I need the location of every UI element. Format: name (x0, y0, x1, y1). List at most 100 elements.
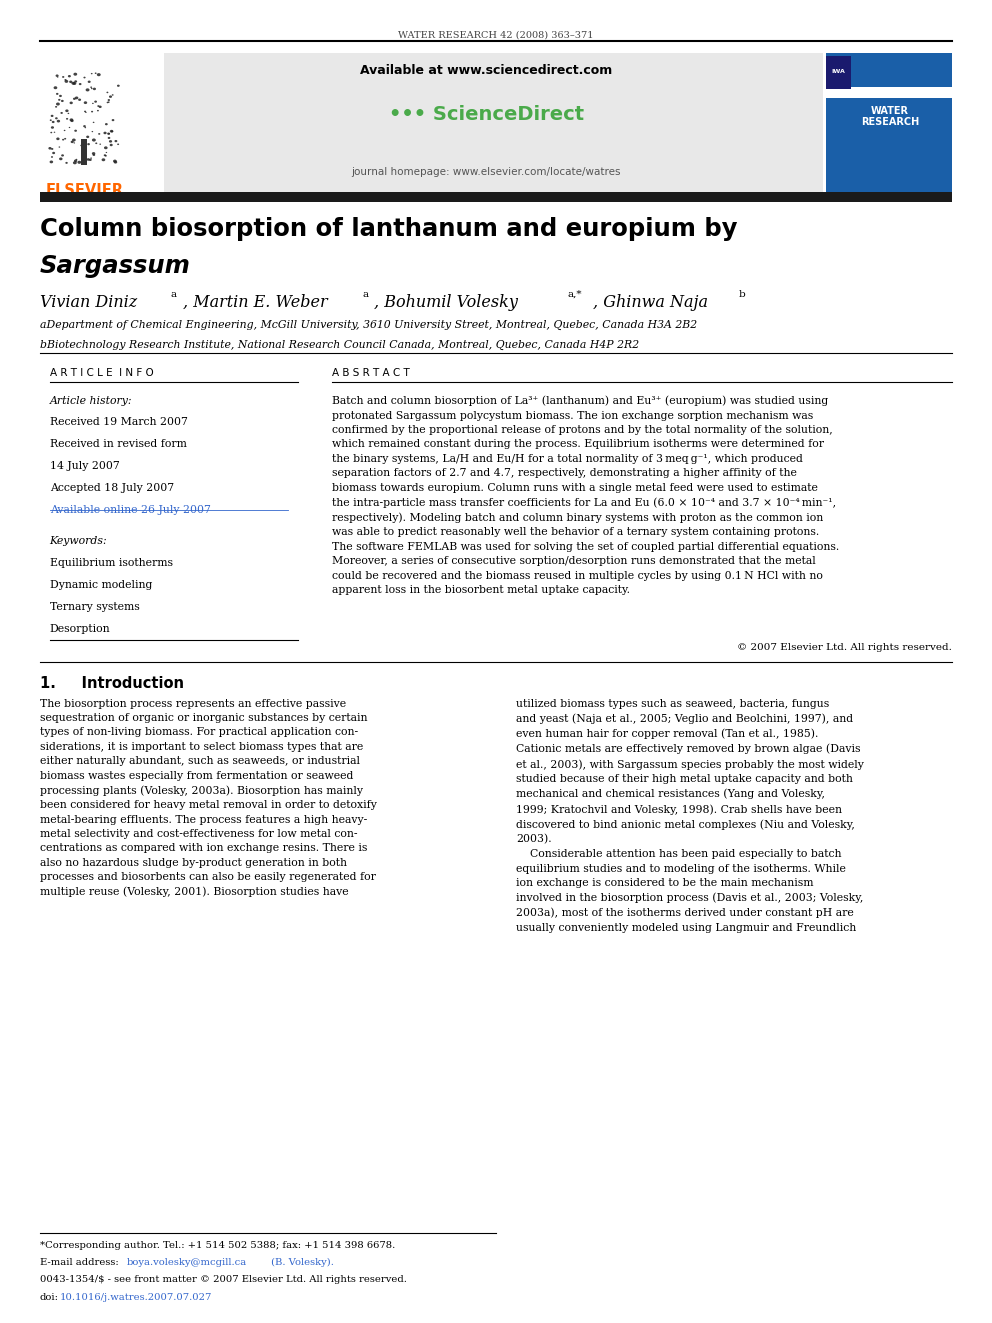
Text: WATER RESEARCH 42 (2008) 363–371: WATER RESEARCH 42 (2008) 363–371 (398, 30, 594, 40)
Ellipse shape (78, 98, 81, 101)
Text: Vivian Diniz: Vivian Diniz (40, 294, 137, 311)
Ellipse shape (109, 95, 112, 98)
Ellipse shape (110, 144, 113, 147)
Ellipse shape (87, 143, 90, 146)
Ellipse shape (70, 140, 73, 143)
Ellipse shape (77, 160, 81, 164)
Text: Article history:: Article history: (50, 396, 132, 406)
Ellipse shape (104, 155, 106, 156)
Ellipse shape (94, 101, 97, 103)
Ellipse shape (92, 153, 95, 156)
Ellipse shape (60, 95, 62, 97)
Ellipse shape (104, 155, 107, 156)
Ellipse shape (83, 102, 87, 105)
Text: Dynamic modeling: Dynamic modeling (50, 579, 152, 590)
Ellipse shape (74, 130, 77, 132)
Ellipse shape (75, 159, 77, 160)
Ellipse shape (49, 147, 52, 149)
Ellipse shape (110, 130, 113, 132)
Ellipse shape (65, 118, 68, 119)
Text: Keywords:: Keywords: (50, 536, 107, 546)
Ellipse shape (94, 73, 96, 74)
Ellipse shape (56, 93, 59, 95)
Ellipse shape (114, 140, 117, 143)
Text: Available online 26 July 2007: Available online 26 July 2007 (50, 504, 210, 515)
Ellipse shape (51, 115, 54, 116)
Ellipse shape (112, 94, 114, 95)
FancyBboxPatch shape (81, 139, 87, 165)
Ellipse shape (101, 159, 105, 161)
Ellipse shape (74, 160, 77, 163)
Ellipse shape (64, 138, 66, 139)
Ellipse shape (74, 97, 78, 99)
Text: Received in revised form: Received in revised form (50, 439, 186, 450)
Text: Ternary systems: Ternary systems (50, 602, 139, 613)
Text: , Ghinwa Naja: , Ghinwa Naja (593, 294, 708, 311)
Ellipse shape (80, 144, 82, 147)
Ellipse shape (69, 81, 72, 83)
Text: Received 19 March 2007: Received 19 March 2007 (50, 418, 187, 427)
Text: 1.     Introduction: 1. Introduction (40, 676, 184, 691)
Text: journal homepage: www.elsevier.com/locate/watres: journal homepage: www.elsevier.com/locat… (351, 167, 621, 177)
Text: Available at www.sciencedirect.com: Available at www.sciencedirect.com (360, 64, 612, 77)
Ellipse shape (89, 159, 91, 161)
Ellipse shape (113, 160, 117, 163)
Text: *Corresponding author. Tel.: +1 514 502 5388; fax: +1 514 398 6678.: *Corresponding author. Tel.: +1 514 502 … (40, 1241, 395, 1250)
Text: a: a (362, 290, 368, 299)
Ellipse shape (108, 136, 110, 139)
Ellipse shape (106, 102, 108, 103)
FancyBboxPatch shape (826, 56, 851, 89)
Ellipse shape (72, 82, 76, 85)
Text: 10.1016/j.watres.2007.07.027: 10.1016/j.watres.2007.07.027 (60, 1293, 212, 1302)
Text: doi:: doi: (40, 1293, 59, 1302)
Ellipse shape (107, 132, 110, 135)
Text: bBiotechnology Research Institute, National Research Council Canada, Montreal, Q: bBiotechnology Research Institute, Natio… (40, 340, 639, 351)
Ellipse shape (97, 105, 99, 107)
Ellipse shape (59, 99, 61, 101)
Ellipse shape (78, 83, 81, 85)
Ellipse shape (61, 99, 63, 102)
Ellipse shape (117, 85, 120, 87)
Ellipse shape (107, 99, 110, 101)
Ellipse shape (69, 102, 72, 105)
Text: © 2007 Elsevier Ltd. All rights reserved.: © 2007 Elsevier Ltd. All rights reserved… (737, 643, 952, 652)
Ellipse shape (71, 82, 75, 85)
Ellipse shape (90, 157, 92, 159)
Ellipse shape (117, 143, 119, 146)
Text: b: b (739, 290, 746, 299)
Ellipse shape (85, 89, 89, 91)
Ellipse shape (57, 138, 60, 140)
Text: The biosorption process represents an effective passive
sequestration of organic: The biosorption process represents an ef… (40, 699, 377, 897)
Text: IWA: IWA (831, 69, 845, 74)
Text: ELSEVIER: ELSEVIER (46, 183, 123, 197)
Ellipse shape (92, 152, 95, 155)
Ellipse shape (64, 79, 66, 81)
Text: A B S R T A C T: A B S R T A C T (332, 368, 410, 378)
Ellipse shape (73, 161, 76, 164)
Ellipse shape (105, 123, 108, 126)
Ellipse shape (83, 126, 86, 127)
Ellipse shape (56, 118, 58, 119)
Ellipse shape (82, 163, 84, 165)
Text: Sargassum: Sargassum (40, 254, 190, 278)
Ellipse shape (65, 110, 68, 112)
Ellipse shape (65, 161, 67, 164)
Ellipse shape (57, 120, 61, 123)
Text: 0043-1354/$ - see front matter © 2007 Elsevier Ltd. All rights reserved.: 0043-1354/$ - see front matter © 2007 El… (40, 1275, 407, 1285)
Text: E-mail address:: E-mail address: (40, 1258, 122, 1267)
FancyBboxPatch shape (164, 53, 823, 192)
Ellipse shape (59, 147, 61, 148)
Ellipse shape (97, 73, 101, 77)
Text: , Martin E. Weber: , Martin E. Weber (183, 294, 327, 311)
Ellipse shape (53, 152, 56, 155)
Ellipse shape (67, 75, 70, 77)
Ellipse shape (99, 143, 101, 144)
FancyBboxPatch shape (40, 53, 164, 192)
Ellipse shape (91, 111, 93, 112)
Text: a,*: a,* (567, 290, 582, 299)
Ellipse shape (108, 134, 110, 135)
Ellipse shape (51, 156, 53, 157)
Text: WATER
RESEARCH: WATER RESEARCH (861, 106, 919, 127)
Ellipse shape (72, 139, 75, 142)
Text: (B. Volesky).: (B. Volesky). (268, 1258, 333, 1267)
